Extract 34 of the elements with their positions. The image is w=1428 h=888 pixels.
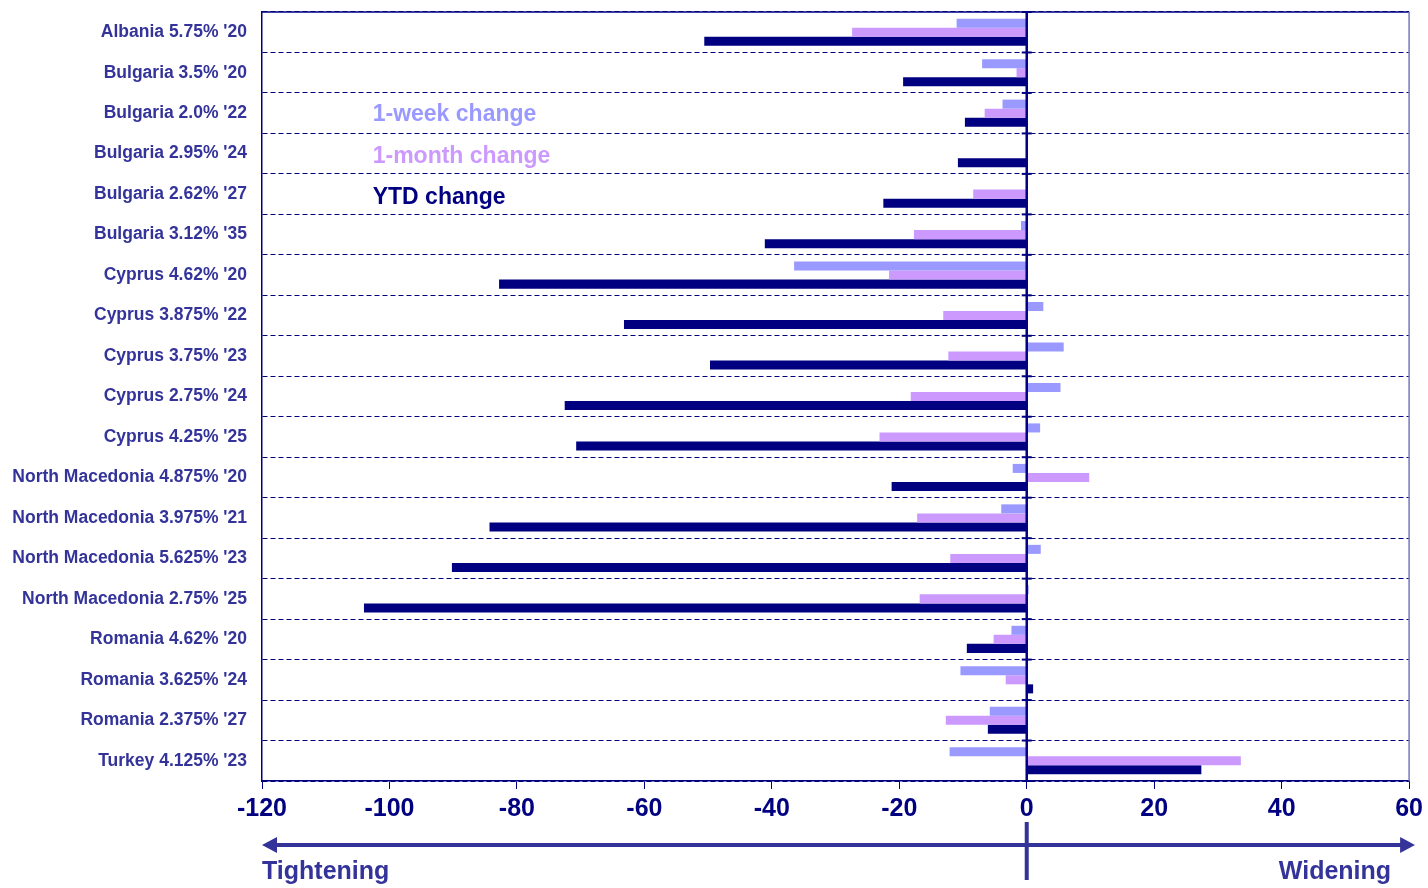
- y-tick-label: Turkey 4.125% '23: [98, 749, 248, 770]
- x-tick-label: 0: [1019, 792, 1034, 821]
- x-tick-label: -60: [626, 792, 663, 821]
- y-tick-label: North Macedonia 4.875% '20: [12, 466, 248, 487]
- y-tick-label: Albania 5.75% '20: [100, 21, 248, 42]
- y-tick-label: Cyprus 2.75% '24: [103, 385, 248, 406]
- x-tick-label: -80: [498, 792, 535, 821]
- y-tick-label: Romania 3.625% '24: [80, 668, 248, 689]
- x-tick-label: 20: [1140, 792, 1169, 821]
- x-tick-label: -120: [236, 792, 288, 821]
- y-tick-label: Bulgaria 2.95% '24: [94, 142, 248, 163]
- x-tick-label: -20: [881, 792, 918, 821]
- y-tick-label: Romania 4.62% '20: [90, 628, 248, 649]
- y-tick-label: Bulgaria 3.12% '35: [94, 223, 248, 244]
- y-tick-label: North Macedonia 5.625% '23: [12, 547, 248, 568]
- text: 1-month change: [372, 141, 551, 168]
- y-tick-label: Cyprus 3.875% '22: [94, 304, 248, 325]
- y-tick-label: Romania 2.375% '27: [80, 709, 247, 730]
- y-tick-label: Bulgaria 3.5% '20: [103, 61, 248, 82]
- y-tick-label: North Macedonia 3.975% '21: [12, 506, 248, 527]
- x-tick-label: -100: [364, 792, 415, 821]
- x-tick-label: -40: [753, 792, 790, 821]
- y-tick-label: Bulgaria 2.0% '22: [103, 102, 248, 123]
- y-tick-label: North Macedonia 2.75% '25: [22, 587, 248, 608]
- y-tick-label: Cyprus 3.75% '23: [103, 344, 248, 365]
- y-tick-label: Cyprus 4.62% '20: [103, 263, 248, 284]
- text: Widening: [1278, 856, 1392, 884]
- y-tick-label: Cyprus 4.25% '25: [103, 425, 248, 446]
- y-tick-label: Bulgaria 2.62% '27: [94, 182, 247, 203]
- x-tick-label: 60: [1395, 792, 1423, 821]
- x-tick-label: 40: [1267, 792, 1296, 821]
- text: 1-week change: [372, 100, 537, 127]
- text: YTD change: [372, 182, 506, 209]
- text: Tightening: [262, 856, 390, 884]
